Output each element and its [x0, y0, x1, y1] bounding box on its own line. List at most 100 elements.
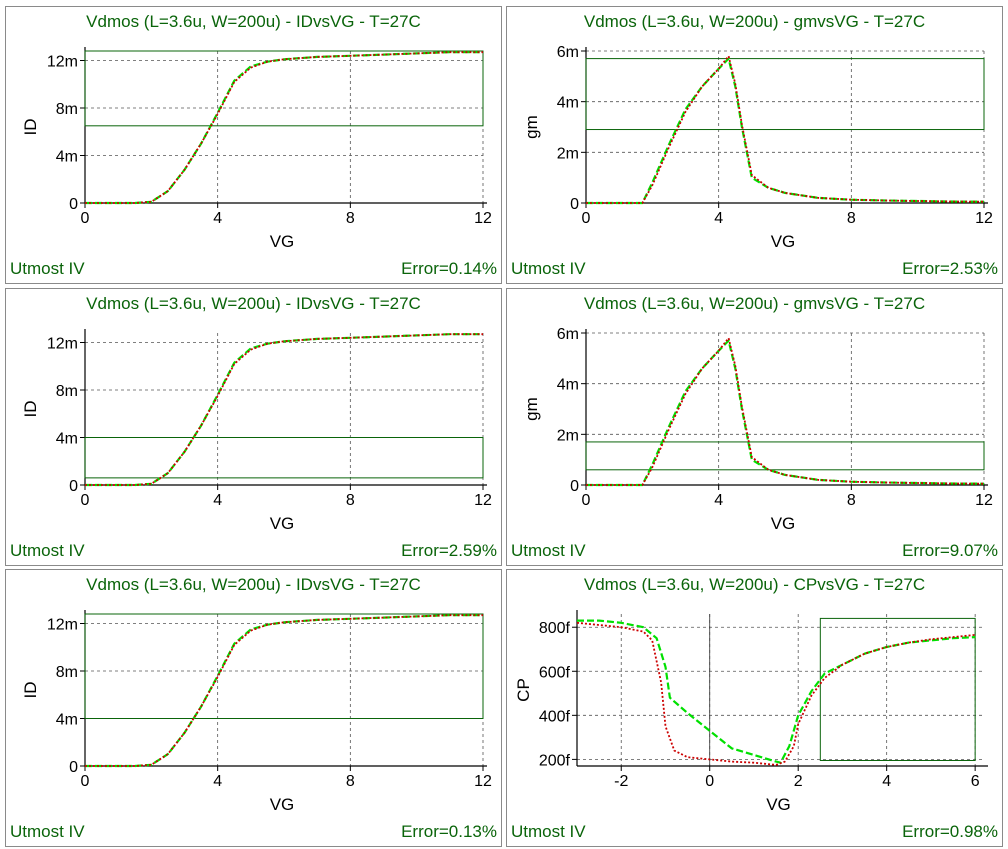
y-tick-label: 0 [69, 759, 78, 776]
plot-panel-cp-vs-vg: -2 0 2 4 6 200f 400f 600f 800f VG CP Vdmos (L=3.6u… [506, 569, 1003, 847]
error-label: Error=0.14% [401, 259, 497, 278]
fit-window-box [819, 617, 976, 761]
plot-title: Vdmos (L=3.6u, W=200u) - IDvsVG - T=27C [86, 575, 421, 594]
error-label: Error=2.59% [401, 541, 497, 560]
y-tick-label: 4m [56, 431, 78, 448]
y-tick-label: 0 [69, 196, 78, 213]
x-tick-label: 4 [714, 492, 723, 509]
measured-series-line [85, 51, 483, 205]
fit-window-box [84, 613, 484, 719]
y-tick-label: 0 [570, 478, 579, 495]
x-tick-label: 4 [714, 210, 723, 227]
x-tick-label: 12 [474, 210, 492, 227]
tool-label: Utmost IV [10, 541, 85, 560]
y-tick-label: 0 [69, 478, 78, 495]
x-tick-label: 8 [346, 210, 355, 227]
y-axis-label: ID [21, 119, 40, 136]
y-tick-label: 8m [56, 383, 78, 400]
x-axis-label: VG [270, 232, 295, 251]
y-tick-label: 6m [557, 44, 579, 61]
fit-window-box [585, 441, 985, 471]
x-tick-label: 0 [582, 492, 591, 509]
tool-label: Utmost IV [10, 259, 85, 278]
simulated-series-line [586, 337, 985, 486]
x-tick-label: 12 [975, 492, 993, 509]
y-tick-label: 6m [557, 326, 579, 343]
measured-series-line [85, 614, 483, 768]
fit-window-box [84, 437, 484, 479]
plot-panel-gm-vs-vg-1: 0 4 8 12 0 2m 4m 6m VG gm Vdmos (L=3.6u, W=200u) … [506, 6, 1003, 284]
y-tick-label: 12m [47, 617, 78, 634]
x-tick-label: 0 [81, 492, 90, 509]
x-tick-label: 8 [847, 210, 856, 227]
error-label: Error=0.98% [902, 822, 998, 841]
x-tick-label: -2 [614, 773, 628, 790]
x-tick-label: 8 [346, 492, 355, 509]
x-tick-label: 2 [794, 773, 803, 790]
plot-title: Vdmos (L=3.6u, W=200u) - IDvsVG - T=27C [86, 12, 421, 31]
error-label: Error=0.13% [401, 822, 497, 841]
plot-title: Vdmos (L=3.6u, W=200u) - CPvsVG - T=27C [583, 575, 926, 594]
y-tick-label: 400f [539, 708, 571, 725]
measured-series-line [85, 333, 483, 487]
plot-panel-id-vs-vg-2: 0 4 8 12 0 4m 8m 12m VG ID Vdmos (L=3.6u, W=200u)… [5, 288, 502, 566]
chart-svg: 0 4 8 12 0 4m 8m 12m VG ID [21, 47, 492, 251]
x-tick-label: 0 [582, 210, 591, 227]
measured-series-line [577, 619, 976, 764]
x-tick-label: 4 [882, 773, 891, 790]
tool-label: Utmost IV [10, 822, 85, 841]
chart-svg: 0 4 8 12 0 4m 8m 12m VG ID [21, 329, 492, 533]
chart-svg: 0 4 8 12 0 4m 8m 12m VG ID [21, 610, 492, 814]
y-tick-label: 2m [557, 427, 579, 444]
y-axis-label: gm [522, 115, 541, 139]
x-tick-label: 0 [81, 210, 90, 227]
chart-svg: 0 4 8 12 0 2m 4m 6m VG gm [522, 326, 993, 533]
fit-window-box [84, 50, 484, 127]
simulated-series-line [85, 333, 483, 486]
plot-title: Vdmos (L=3.6u, W=200u) - IDvsVG - T=27C [86, 294, 421, 313]
y-tick-label: 8m [56, 101, 78, 118]
error-label: Error=2.53% [902, 259, 998, 278]
plot-title: Vdmos (L=3.6u, W=200u) - gmvsVG - T=27C [583, 294, 926, 313]
y-tick-label: 4m [56, 712, 78, 729]
plot-panel-gm-vs-vg-2: 0 4 8 12 0 2m 4m 6m VG gm Vdmos (L=3.6u, W=200u) … [506, 288, 1003, 566]
x-tick-label: 0 [705, 773, 714, 790]
x-axis-label: VG [766, 795, 791, 814]
y-tick-label: 600f [539, 664, 571, 681]
x-axis-label: VG [771, 514, 796, 533]
x-tick-label: 4 [213, 210, 222, 227]
plot-panel-id-vs-vg-1: 0 4 8 12 0 4m 8m 12m VG ID Vdmos (L=3.6u, W=200u)… [5, 6, 502, 284]
y-tick-label: 200f [539, 752, 571, 769]
simulated-series-line [85, 51, 483, 204]
y-tick-label: 2m [557, 145, 579, 162]
y-tick-label: 12m [47, 336, 78, 353]
x-tick-label: 6 [971, 773, 980, 790]
measured-series-line [586, 339, 985, 487]
measured-series-line [586, 57, 985, 205]
tool-label: Utmost IV [511, 822, 586, 841]
y-tick-label: 4m [557, 95, 579, 112]
y-tick-label: 4m [557, 377, 579, 394]
plot-panel-id-vs-vg-3: 0 4 8 12 0 4m 8m 12m VG ID Vdmos (L=3.6u, W=200u)… [5, 569, 502, 847]
x-axis-label: VG [771, 232, 796, 251]
x-axis-label: VG [270, 514, 295, 533]
fit-window-box [585, 58, 985, 131]
x-tick-label: 4 [213, 773, 222, 790]
simulated-series-line [576, 621, 976, 766]
x-tick-label: 12 [975, 210, 993, 227]
error-label: Error=9.07% [902, 541, 998, 560]
y-axis-label: ID [21, 682, 40, 699]
y-tick-label: 4m [56, 149, 78, 166]
tool-label: Utmost IV [511, 541, 586, 560]
chart-svg: 0 4 8 12 0 2m 4m 6m VG gm [522, 44, 993, 251]
x-tick-label: 12 [474, 492, 492, 509]
x-tick-label: 4 [213, 492, 222, 509]
y-axis-label: gm [522, 397, 541, 421]
y-axis-label: ID [21, 401, 40, 418]
chart-svg: -2 0 2 4 6 200f 400f 600f 800f VG CP [514, 610, 988, 814]
x-tick-label: 8 [346, 773, 355, 790]
x-tick-label: 0 [81, 773, 90, 790]
simulated-series-line [586, 55, 985, 204]
y-tick-label: 800f [539, 620, 571, 637]
y-tick-label: 0 [570, 196, 579, 213]
